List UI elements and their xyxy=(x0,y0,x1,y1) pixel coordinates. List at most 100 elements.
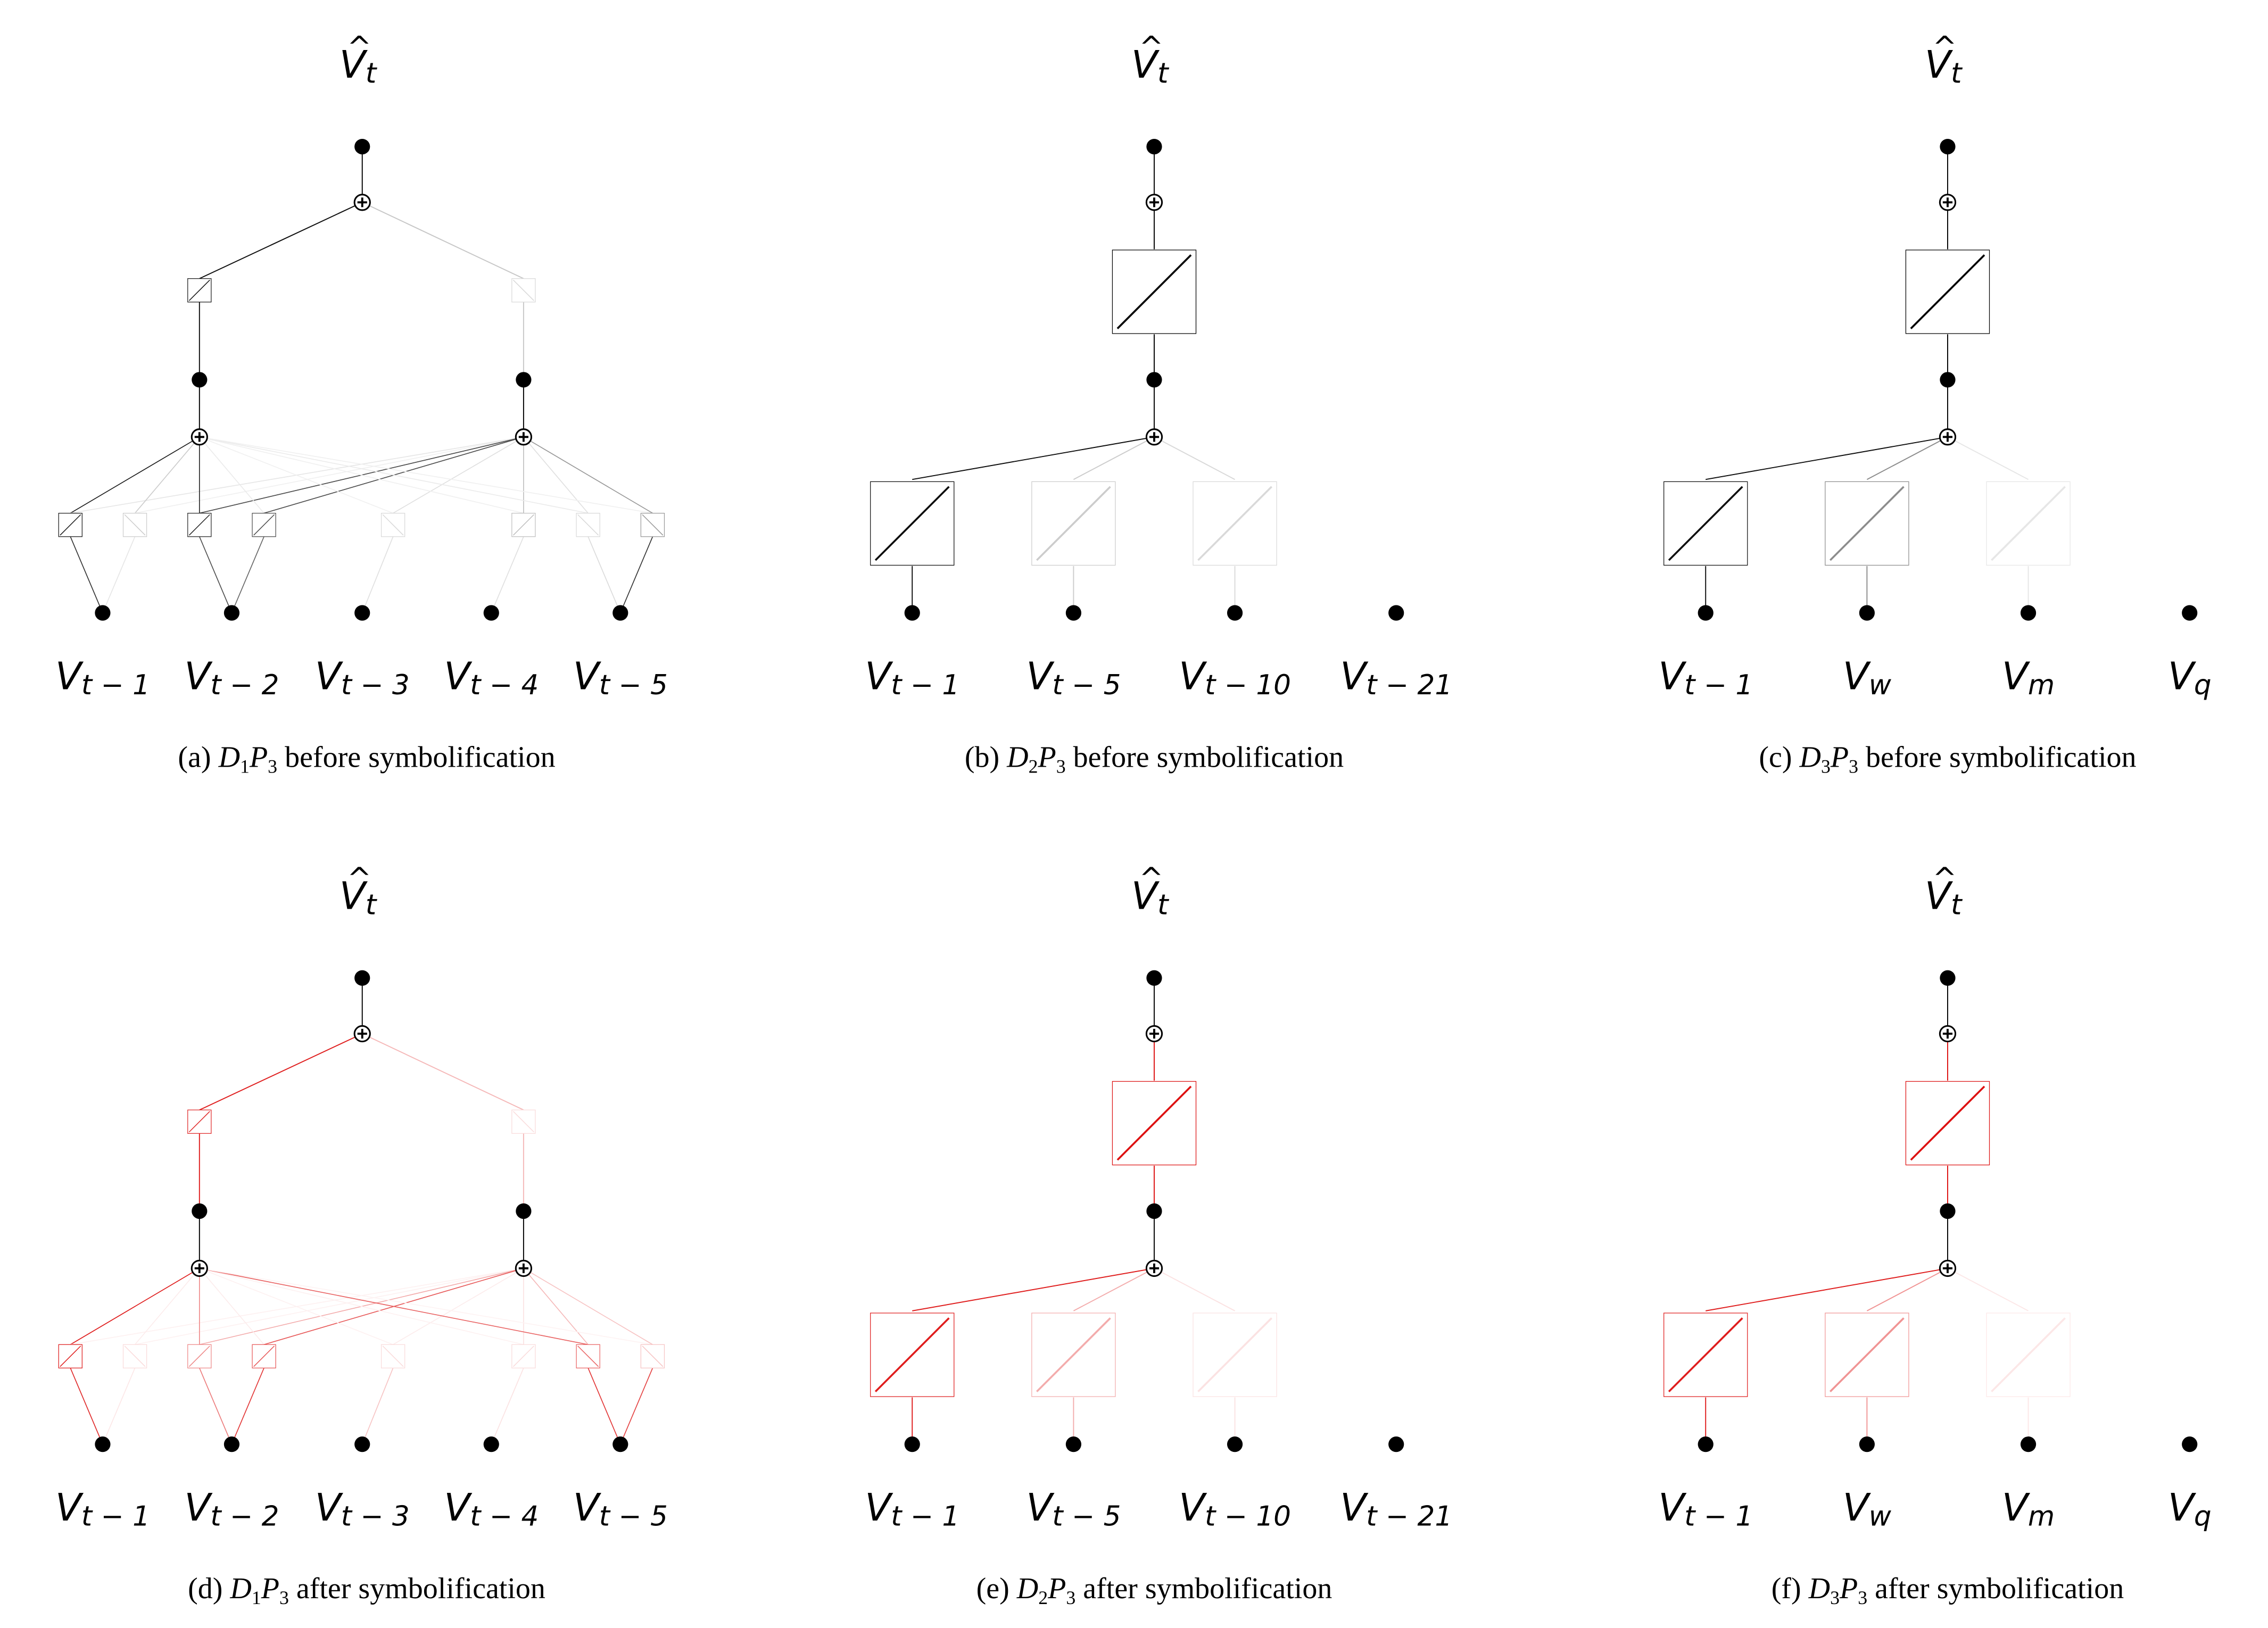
var-subscript: q xyxy=(2194,669,2212,701)
var-subscript: w xyxy=(1869,1501,1892,1533)
mid-box-node xyxy=(1905,250,1990,334)
plus-glyph xyxy=(1149,1263,1160,1274)
box-diagonal xyxy=(1668,1317,1743,1392)
plus-glyph xyxy=(194,1263,204,1274)
panel-caption: (a) D1P3 before symbolification xyxy=(178,741,555,777)
edge-sum-leaf xyxy=(199,436,393,514)
mid-box-node xyxy=(1905,1081,1990,1166)
leaf-box-node xyxy=(1663,1313,1748,1397)
edge-leaf-input xyxy=(361,536,394,613)
caption-D-sub: 2 xyxy=(1029,755,1038,777)
edge-sum-leaf xyxy=(199,1268,524,1345)
var-main: V xyxy=(340,42,368,87)
edge-leaf-input xyxy=(70,1368,103,1444)
var-main: V xyxy=(1925,42,1954,87)
edge-leaf-input xyxy=(102,1368,136,1444)
var-subscript: t − 1 xyxy=(891,1501,959,1533)
caption-D: D xyxy=(1016,1572,1038,1605)
leaf-box-node xyxy=(1193,1313,1277,1397)
box-diagonal xyxy=(253,1345,275,1367)
var-subscript: t − 4 xyxy=(470,669,539,701)
var-subscript: t − 1 xyxy=(1684,669,1753,701)
input-node xyxy=(2182,1436,2198,1452)
plus-glyph xyxy=(1942,432,1953,442)
mid-box-node xyxy=(511,1109,536,1134)
leaf-box-node xyxy=(640,512,665,537)
var-subscript: t xyxy=(366,57,378,90)
edge-leaf-input xyxy=(70,536,103,613)
edge-sum-leaf xyxy=(912,436,1155,480)
leaf-box-node xyxy=(1031,1313,1116,1397)
box-diagonal xyxy=(512,279,534,301)
input-label: Vt − 3 xyxy=(315,653,410,701)
box-diagonal xyxy=(1910,1085,1985,1161)
input-label: Vt − 4 xyxy=(444,1485,539,1533)
plus-glyph xyxy=(1149,1028,1160,1039)
nodes-layer xyxy=(58,138,2198,1452)
leaf-box-node xyxy=(1825,1313,1909,1397)
input-node xyxy=(354,605,370,621)
caption-P: P xyxy=(1037,741,1056,774)
caption-tag: (b) xyxy=(965,741,1007,774)
leaf-box-node xyxy=(187,512,212,537)
hidden-node xyxy=(1940,372,1956,388)
input-label: Vw xyxy=(1843,1485,1892,1533)
edge-sum-leaf xyxy=(199,436,589,514)
plus-glyph xyxy=(1942,1263,1953,1274)
input-node xyxy=(2182,605,2198,621)
edge-sum-leaf xyxy=(912,1267,1155,1311)
edge-sum-leaf xyxy=(199,436,653,514)
var-subscript: m xyxy=(2028,1501,2055,1533)
output-node xyxy=(1146,138,1162,155)
caption-P-sub: 3 xyxy=(1858,1587,1867,1608)
edge-leaf-input xyxy=(587,1368,621,1444)
plus-glyph xyxy=(1149,197,1160,207)
var-main: V xyxy=(1843,653,1872,698)
caption-text: after symbolification xyxy=(1075,1572,1332,1605)
output-label: Vt xyxy=(340,42,378,90)
edges-layer xyxy=(70,146,2029,1444)
input-label: Vw xyxy=(1843,653,1892,701)
edge-leaf-input xyxy=(620,536,653,613)
input-node xyxy=(612,1436,628,1452)
input-node xyxy=(1698,605,1714,621)
var-main: V xyxy=(1925,874,1954,918)
var-subscript: t − 1 xyxy=(81,669,150,701)
caption-P: P xyxy=(1839,1572,1858,1605)
output-node xyxy=(354,970,370,986)
edge-sum-leaf xyxy=(393,436,524,514)
var-subscript: t xyxy=(1951,888,1963,921)
box-diagonal xyxy=(124,514,146,536)
plus-glyph xyxy=(1149,432,1160,442)
sum-node xyxy=(353,194,371,211)
input-node xyxy=(2020,605,2037,621)
leaf-box-node xyxy=(380,1344,405,1368)
output-label: Vt xyxy=(340,874,378,921)
var-main: V xyxy=(1026,1485,1055,1530)
panel-caption: (c) D3P3 before symbolification xyxy=(1759,741,2136,777)
box-diagonal xyxy=(512,1345,534,1367)
box-diagonal xyxy=(253,514,275,536)
box-diagonal xyxy=(1036,486,1111,561)
plus-glyph xyxy=(518,432,528,442)
mid-box-node xyxy=(1112,1081,1197,1166)
panel-caption: (f) D3P3 after symbolification xyxy=(1772,1572,2124,1608)
input-node xyxy=(483,1436,499,1452)
input-node xyxy=(354,1436,370,1452)
leaf-box-node xyxy=(252,1344,276,1368)
var-main: V xyxy=(1658,1485,1687,1530)
caption-D: D xyxy=(1006,741,1028,774)
caption-D-sub: 1 xyxy=(240,755,250,777)
input-node xyxy=(1227,605,1243,621)
box-diagonal xyxy=(874,486,950,561)
caption-text: after symbolification xyxy=(1867,1572,2124,1605)
box-diagonal xyxy=(642,514,664,536)
box-diagonal xyxy=(382,1345,404,1367)
input-node xyxy=(1698,1436,1714,1452)
edge-sum-leaf xyxy=(199,436,524,514)
output-label: Vt xyxy=(1131,874,1170,921)
var-main: V xyxy=(2002,1485,2031,1530)
caption-P-sub: 3 xyxy=(1056,755,1066,777)
box-diagonal xyxy=(188,279,210,301)
box-diagonal xyxy=(60,1345,81,1367)
